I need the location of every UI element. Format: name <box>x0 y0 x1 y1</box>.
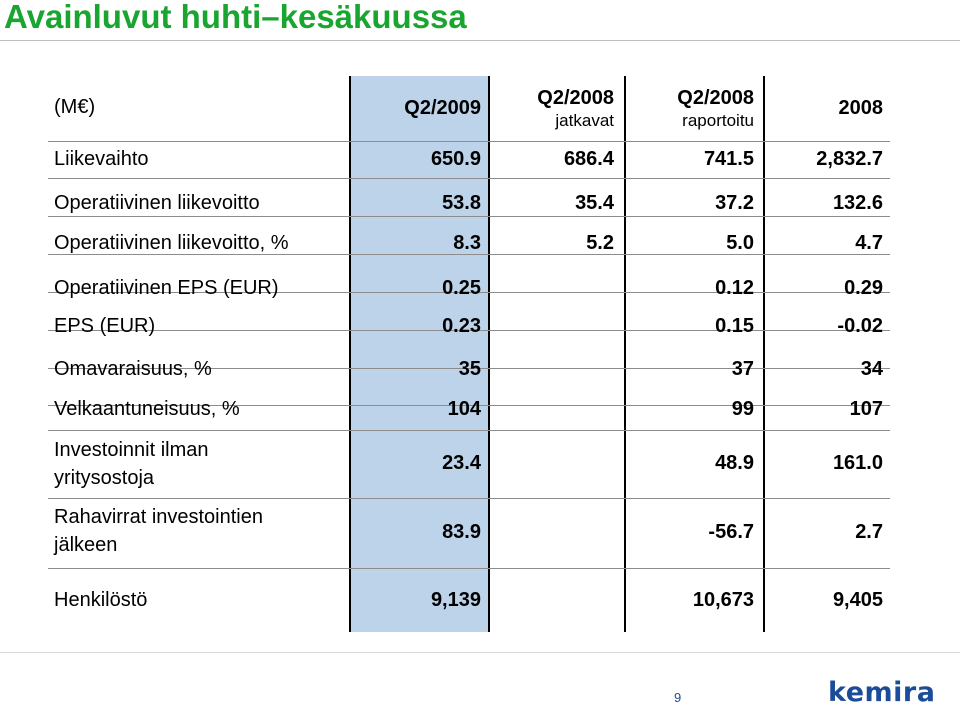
cell-value: 99 <box>731 398 754 420</box>
row-label-line1: Investoinnit ilman <box>54 439 209 461</box>
row-divider <box>48 498 890 499</box>
cell-value: 650.9 <box>430 148 481 170</box>
row-divider <box>48 430 890 431</box>
row-label: Velkaantuneisuus, % <box>54 398 240 420</box>
row-divider <box>48 216 890 217</box>
row-label: Omavaraisuus, % <box>54 358 212 380</box>
page-title: Avainluvut huhti–kesäkuussa <box>4 0 467 35</box>
cell-value: 107 <box>849 398 883 420</box>
row-divider <box>48 568 890 569</box>
row-divider <box>48 178 890 179</box>
row-label: Henkilöstö <box>54 589 148 611</box>
cell-value: 9,405 <box>832 589 883 611</box>
column-divider <box>488 76 490 632</box>
cell-value: 8.3 <box>453 232 481 254</box>
cell-value: 741.5 <box>703 148 754 170</box>
cell-value: 35 <box>458 358 481 380</box>
column-divider <box>624 76 626 632</box>
cell-value: 48.9 <box>715 452 754 474</box>
cell-value: 37.2 <box>715 192 754 214</box>
row-divider <box>48 330 890 331</box>
title-divider <box>0 40 960 41</box>
cell-value: 0.29 <box>844 277 883 299</box>
column-divider <box>349 76 351 632</box>
row-label: Operatiivinen liikevoitto, % <box>54 232 289 254</box>
column-header-q2-2008-continuing: Q2/2008 jatkavat <box>537 87 614 130</box>
cell-value: 0.25 <box>442 277 481 299</box>
cell-value: 2,832.7 <box>816 148 883 170</box>
cell-value: 2.7 <box>855 521 883 543</box>
column-header-q2-2009: Q2/2009 <box>404 97 481 119</box>
cell-value: 83.9 <box>442 521 481 543</box>
footer-divider <box>0 652 960 653</box>
cell-value: -0.02 <box>837 315 883 337</box>
cell-value: 0.23 <box>442 315 481 337</box>
cell-value: 37 <box>731 358 754 380</box>
page-number: 9 <box>674 690 682 705</box>
cell-value: -56.7 <box>708 521 754 543</box>
row-divider <box>48 141 890 142</box>
cell-value: 10,673 <box>692 589 754 611</box>
cell-value: 0.12 <box>715 277 754 299</box>
column-header-2008: 2008 <box>838 97 884 119</box>
row-label-line2: yritysostoja <box>54 467 155 489</box>
row-divider <box>48 405 890 406</box>
row-label-line1: Rahavirrat investointien <box>54 506 263 528</box>
row-label: Operatiivinen liikevoitto <box>54 192 260 214</box>
cell-value: 34 <box>860 358 883 380</box>
svg-text:kemira: kemira <box>828 678 935 706</box>
column-divider <box>763 76 765 632</box>
row-divider <box>48 254 890 255</box>
cell-value: 4.7 <box>855 232 883 254</box>
cell-value: 5.0 <box>726 232 754 254</box>
cell-value: 686.4 <box>563 148 614 170</box>
cell-value: 5.2 <box>586 232 614 254</box>
column-header-q2-2008-reported: Q2/2008 raportoitu <box>677 87 754 130</box>
row-divider <box>48 292 890 293</box>
cell-value: 23.4 <box>442 452 481 474</box>
cell-value: 0.15 <box>715 315 754 337</box>
kemira-logo: kemira <box>828 677 956 711</box>
cell-value: 9,139 <box>430 589 481 611</box>
cell-value: 53.8 <box>442 192 481 214</box>
highlight-column-q2-2009 <box>351 76 488 632</box>
unit-label: (M€) <box>54 96 96 118</box>
row-label-line2: jälkeen <box>54 534 118 556</box>
row-divider <box>48 368 890 369</box>
cell-value: 161.0 <box>832 452 883 474</box>
cell-value: 35.4 <box>575 192 614 214</box>
cell-value: 104 <box>447 398 481 420</box>
cell-value: 132.6 <box>832 192 883 214</box>
row-label: Operatiivinen EPS (EUR) <box>54 277 279 299</box>
row-label: EPS (EUR) <box>54 315 156 337</box>
row-label: Liikevaihto <box>54 148 149 170</box>
